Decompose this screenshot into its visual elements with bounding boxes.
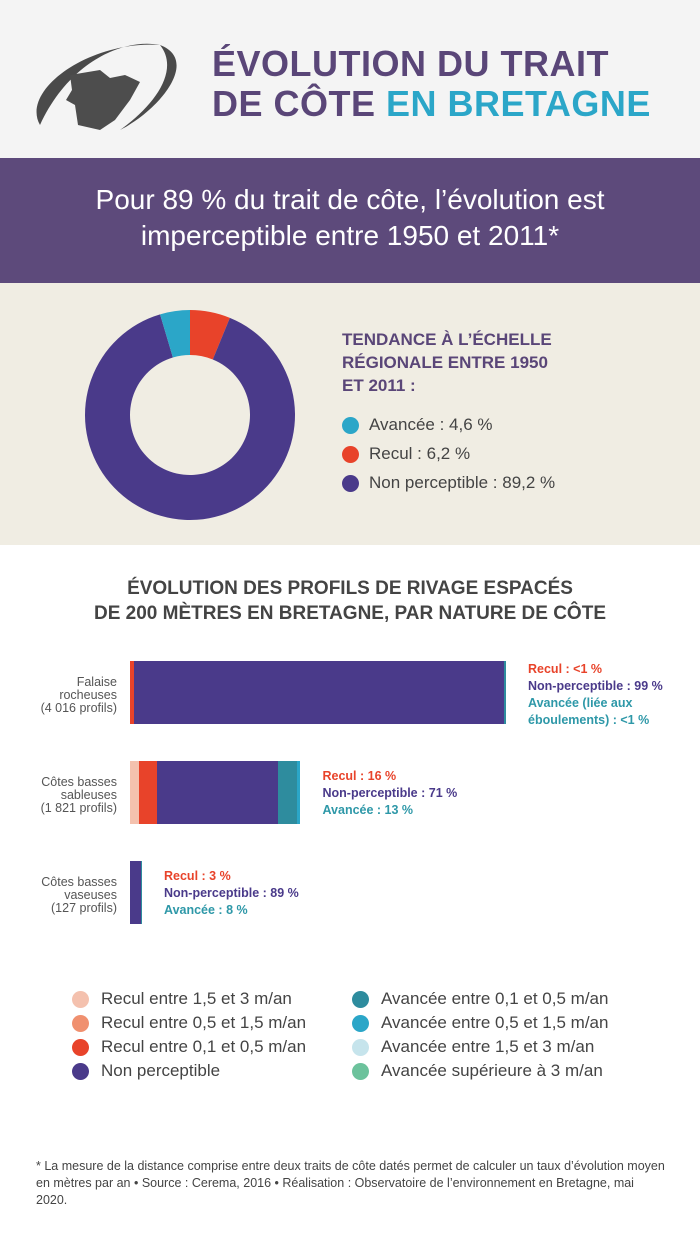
bar-value-labels: Recul : 3 % Non-perceptible : 89 % Avancée…	[164, 868, 299, 919]
legend-label: Non perceptible : 89,2 %	[369, 473, 556, 492]
stacked-bar	[130, 761, 301, 824]
bar-segment	[138, 761, 158, 824]
legend-dot-icon	[352, 1062, 369, 1080]
legend-dot-icon	[72, 1038, 89, 1056]
legend-label: Avancée : 4,6 %	[369, 415, 493, 434]
category-label-line: (4 016 profils)	[40, 701, 117, 715]
class-legend-item: Non perceptible	[72, 1061, 220, 1081]
value-label-avancee: éboulements) : <1 %	[528, 713, 650, 727]
donut-slice-avancée	[160, 310, 190, 358]
stacked-bar	[130, 661, 506, 724]
value-label-avancee: Avancée : 8 %	[164, 903, 248, 917]
legend-dot-icon	[72, 1062, 89, 1080]
category-label-line: rocheuses	[59, 688, 117, 702]
legend-label: Recul : 6,2 %	[369, 444, 471, 463]
value-label-recul: Recul : 16 %	[322, 769, 397, 783]
category-label-line: sableuses	[60, 788, 117, 802]
title-line-1: ÉVOLUTION DU TRAIT	[212, 43, 609, 84]
legend-dot-icon	[72, 1014, 89, 1032]
class-legend-item: Recul entre 0,1 et 0,5 m/an	[72, 1037, 306, 1057]
class-legend-item: Avancée supérieure à 3 m/an	[352, 1061, 603, 1081]
class-legend-item: Recul entre 1,5 et 3 m/an	[72, 989, 292, 1009]
summary-banner: Pour 89 % du trait de côte, l’évolution …	[0, 158, 700, 283]
bar-segment	[278, 761, 298, 824]
legend-label: Avancée entre 1,5 et 3 m/an	[381, 1037, 595, 1056]
value-label-non: Non-perceptible : 71 %	[322, 786, 458, 800]
bar-segment	[130, 761, 139, 824]
class-legend-item: Avancée entre 0,1 et 0,5 m/an	[352, 989, 608, 1009]
category-label-line: Côtes basses	[41, 875, 117, 889]
legend-dot-icon	[352, 1038, 369, 1056]
bar-value-labels: Recul : <1 % Non-perceptible : 99 % Avancé…	[528, 661, 663, 729]
legend-dot-icon	[342, 445, 359, 463]
value-label-recul: Recul : 3 %	[164, 869, 231, 883]
category-label-line: (1 821 profils)	[40, 801, 117, 815]
bar-segment	[133, 661, 505, 724]
bar-segment	[504, 661, 506, 724]
title-line-2b: EN BRETAGNE	[386, 83, 651, 124]
legend-label: Recul entre 1,5 et 3 m/an	[101, 989, 292, 1008]
donut-chart	[85, 310, 295, 520]
legend-dot-icon	[352, 990, 369, 1008]
trend-legend-item: Non perceptible : 89,2 %	[342, 473, 555, 493]
bar-category-label: Côtes basses vaseuses (127 profils)	[7, 876, 117, 915]
value-label-avancee: Avancée : 13 %	[322, 803, 414, 817]
category-label-line: vaseuses	[64, 888, 117, 902]
trend-title-line: TENDANCE À L’ÉCHELLE	[342, 330, 552, 349]
legend-dot-icon	[342, 416, 359, 434]
legend-label: Non perceptible	[101, 1061, 221, 1080]
class-legend-item: Avancée entre 0,5 et 1,5 m/an	[352, 1013, 608, 1033]
class-legend-item: Recul entre 0,5 et 1,5 m/an	[72, 1013, 306, 1033]
profiles-title-line: DE 200 MÈTRES EN BRETAGNE, PAR NATURE DE…	[93, 603, 606, 624]
legend-label: Avancée entre 0,1 et 0,5 m/an	[381, 989, 609, 1008]
page-title: ÉVOLUTION DU TRAIT DE CÔTE EN BRETAGNE	[212, 44, 651, 124]
bar-segment	[130, 861, 142, 924]
legend-label: Avancée entre 0,5 et 1,5 m/an	[381, 1013, 609, 1032]
banner-line-2: imperceptible entre 1950 et 2011*	[140, 220, 560, 251]
bar-segment	[157, 761, 279, 824]
donut-slice-non-perceptible	[85, 314, 295, 520]
bretagne-map-logo	[36, 43, 177, 130]
legend-dot-icon	[342, 474, 359, 492]
profiles-title: ÉVOLUTION DES PROFILS DE RIVAGE ESPACÉS …	[0, 576, 700, 626]
trend-legend-item: Recul : 6,2 %	[342, 444, 470, 464]
legend-label: Avancée supérieure à 3 m/an	[381, 1061, 603, 1080]
value-label-non: Non-perceptible : 89 %	[164, 886, 299, 900]
legend-label: Recul entre 0,1 et 0,5 m/an	[101, 1037, 307, 1056]
trend-title-line: ET 2011 :	[342, 376, 416, 395]
bar-category-label: Côtes basses sableuses (1 821 profils)	[7, 776, 117, 815]
trend-title: TENDANCE À L’ÉCHELLE RÉGIONALE ENTRE 195…	[342, 328, 552, 397]
stacked-bar	[130, 861, 142, 924]
value-label-non: Non-perceptible : 99 %	[528, 679, 663, 693]
legend-dot-icon	[72, 990, 89, 1008]
title-line-2a: DE CÔTE	[212, 83, 387, 124]
value-label-avancee: Avancée (liée aux	[528, 696, 633, 710]
legend-dot-icon	[352, 1014, 369, 1032]
trend-title-line: RÉGIONALE ENTRE 1950	[342, 353, 548, 372]
footnote: * La mesure de la distance comprise entr…	[36, 1159, 665, 1207]
bar-segment	[141, 861, 142, 924]
bar-value-labels: Recul : 16 % Non-perceptible : 71 % Avancé…	[322, 768, 457, 819]
trend-legend-item: Avancée : 4,6 %	[342, 415, 493, 435]
value-label-recul: Recul : <1 %	[528, 662, 602, 676]
class-legend-item: Avancée entre 1,5 et 3 m/an	[352, 1037, 594, 1057]
bar-category-label: Falaise rocheuses (4 016 profils)	[7, 676, 117, 715]
category-label-line: (127 profils)	[51, 901, 117, 915]
category-label-line: Côtes basses	[41, 775, 117, 789]
legend-label: Recul entre 0,5 et 1,5 m/an	[101, 1013, 307, 1032]
bar-segment	[130, 661, 134, 724]
profiles-title-line: ÉVOLUTION DES PROFILS DE RIVAGE ESPACÉS	[127, 578, 573, 599]
bar-segment	[297, 761, 301, 824]
banner-line-1: Pour 89 % du trait de côte, l’évolution …	[95, 184, 605, 215]
donut-slice-recul	[190, 310, 230, 360]
category-label-line: Falaise	[76, 675, 117, 689]
